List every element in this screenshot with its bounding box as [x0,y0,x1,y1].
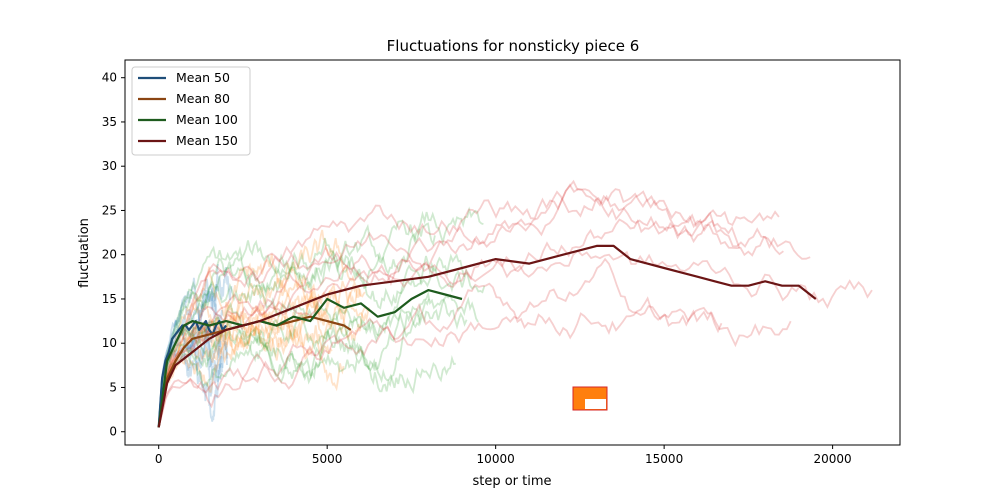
legend-label: Mean 50 [176,70,230,85]
legend-label: Mean 100 [176,112,238,127]
individual-run-line [157,264,486,428]
x-tick-label: 5000 [312,452,343,466]
legend-box [131,66,251,156]
individual-run-line [157,179,780,428]
y-tick-label: 40 [102,71,117,85]
individual-run-line [157,211,741,428]
individual-run-line [157,337,223,428]
individual-run-line [157,298,430,428]
chart-title: Fluctuations for nonsticky piece 6 [387,37,640,55]
individual-run-line [157,282,723,428]
y-tick-label: 30 [102,159,117,173]
y-tick-label: 15 [102,292,117,306]
individual-run-line [157,293,479,428]
x-tick-label: 15000 [645,452,683,466]
individual-run-line [157,290,468,428]
legend-label: Mean 150 [176,133,238,148]
y-tick-label: 35 [102,115,117,129]
plot-frame [124,59,901,446]
y-tick-label: 25 [102,203,117,217]
individual-run-line [157,290,331,428]
y-tick-label: 0 [109,425,117,439]
individual-run-line [157,249,873,428]
y-axis-label: fluctuation [77,218,92,288]
individual-run-line [157,324,457,428]
y-tick-label: 10 [102,336,117,350]
y-tick-label: 20 [102,248,117,262]
x-axis-label: step or time [472,474,551,489]
y-tick-label: 5 [109,380,117,394]
individual-runs [157,179,873,428]
individual-run-line [157,229,357,428]
mean-series-lines [157,244,817,428]
legend-label: Mean 80 [176,91,230,106]
individual-run-line [157,291,371,428]
x-tick-label: 20000 [814,452,852,466]
x-tick-label: 10000 [477,452,515,466]
individual-run-line [157,321,345,428]
individual-run-line [157,297,333,428]
individual-run-line [157,237,466,428]
mean-line [157,289,463,428]
individual-run-line [157,222,436,428]
x-axis: 0 5000 10000 15000 20000 [155,445,852,466]
individual-run-line [157,188,784,428]
x-tick-label: 0 [155,452,163,466]
mean-line [157,244,817,428]
individual-run-line [157,257,792,428]
mean-line [157,320,227,428]
individual-run-line [157,183,811,428]
individual-run-line [157,206,484,428]
y-axis: 0 5 10 15 20 25 30 35 40 [102,71,125,439]
individual-run-line [157,266,233,428]
individual-run-line [157,264,219,428]
orange-marker-box [572,386,608,411]
legend: Mean 50 Mean 80 Mean 100 Mean 150 [131,66,251,156]
